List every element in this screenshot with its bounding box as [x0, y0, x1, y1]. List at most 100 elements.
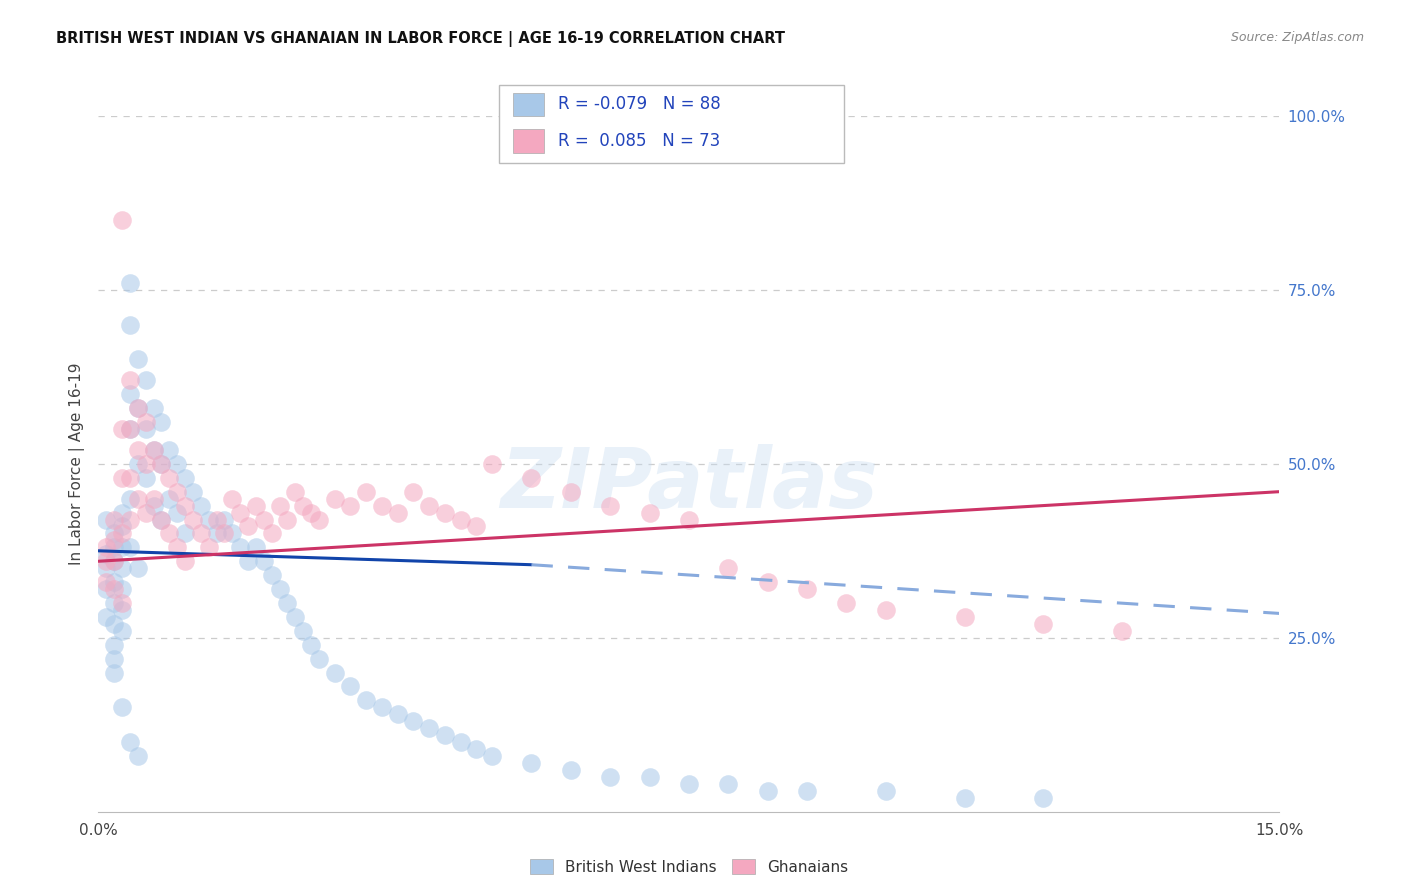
Point — [166, 506, 188, 520]
Point — [205, 512, 228, 526]
Point — [599, 499, 621, 513]
Point — [111, 624, 134, 638]
Point — [260, 568, 283, 582]
Point — [197, 512, 219, 526]
Point — [253, 554, 276, 568]
Point — [135, 471, 157, 485]
Point — [276, 512, 298, 526]
Point — [96, 554, 118, 568]
Point — [127, 561, 149, 575]
Point — [96, 582, 118, 596]
Point — [260, 526, 283, 541]
Point — [103, 554, 125, 568]
Point — [111, 541, 134, 555]
Point — [433, 506, 456, 520]
Point — [103, 638, 125, 652]
Point — [142, 401, 165, 416]
Point — [520, 471, 543, 485]
Point — [111, 561, 134, 575]
Point — [339, 680, 361, 694]
Point — [118, 541, 141, 555]
Point — [157, 471, 180, 485]
Point — [323, 491, 346, 506]
Point — [229, 541, 252, 555]
Point — [387, 707, 409, 722]
Point — [118, 373, 141, 387]
Point — [284, 484, 307, 499]
Point — [465, 519, 488, 533]
Point — [418, 499, 440, 513]
Point — [103, 575, 125, 590]
Point — [1111, 624, 1133, 638]
Point — [269, 499, 291, 513]
Point — [418, 721, 440, 735]
Point — [127, 491, 149, 506]
Point — [638, 506, 661, 520]
Text: ZIPatlas: ZIPatlas — [501, 444, 877, 525]
Point — [157, 526, 180, 541]
Point — [135, 373, 157, 387]
Point — [96, 541, 118, 555]
Point — [118, 387, 141, 401]
Point — [135, 422, 157, 436]
Legend: British West Indians, Ghanaians: British West Indians, Ghanaians — [523, 853, 855, 880]
Point — [638, 770, 661, 784]
Point — [111, 471, 134, 485]
Point — [339, 499, 361, 513]
Point — [142, 442, 165, 457]
Point — [402, 714, 425, 729]
Point — [181, 484, 204, 499]
Point — [111, 519, 134, 533]
Text: Source: ZipAtlas.com: Source: ZipAtlas.com — [1230, 31, 1364, 45]
Point — [111, 213, 134, 227]
Point — [103, 651, 125, 665]
Point — [111, 603, 134, 617]
Point — [166, 541, 188, 555]
Point — [875, 603, 897, 617]
Text: R = -0.079   N = 88: R = -0.079 N = 88 — [558, 95, 721, 113]
Point — [157, 442, 180, 457]
Point — [103, 533, 125, 548]
Point — [96, 512, 118, 526]
Point — [214, 512, 236, 526]
Point — [387, 506, 409, 520]
Point — [118, 735, 141, 749]
Point — [481, 749, 503, 764]
Text: R =  0.085   N = 73: R = 0.085 N = 73 — [558, 132, 720, 150]
Point — [96, 547, 118, 561]
Point — [174, 526, 197, 541]
Point — [284, 610, 307, 624]
Point — [190, 526, 212, 541]
Point — [197, 541, 219, 555]
Point — [245, 499, 267, 513]
Point — [127, 442, 149, 457]
Point — [103, 526, 125, 541]
Point — [103, 665, 125, 680]
Text: BRITISH WEST INDIAN VS GHANAIAN IN LABOR FORCE | AGE 16-19 CORRELATION CHART: BRITISH WEST INDIAN VS GHANAIAN IN LABOR… — [56, 31, 785, 47]
Point — [118, 422, 141, 436]
Point — [157, 491, 180, 506]
Point — [678, 777, 700, 791]
Point — [174, 471, 197, 485]
Point — [111, 526, 134, 541]
Point — [756, 784, 779, 798]
Point — [354, 484, 377, 499]
Point — [221, 491, 243, 506]
Point — [875, 784, 897, 798]
Point — [678, 512, 700, 526]
Point — [205, 526, 228, 541]
Point — [717, 561, 740, 575]
Point — [292, 624, 315, 638]
Point — [118, 276, 141, 290]
Point — [127, 749, 149, 764]
Point — [465, 742, 488, 756]
Point — [796, 784, 818, 798]
Point — [118, 318, 141, 332]
Point — [371, 499, 394, 513]
Point — [96, 575, 118, 590]
Point — [118, 422, 141, 436]
Point — [111, 700, 134, 714]
Point — [323, 665, 346, 680]
Point — [103, 512, 125, 526]
Point — [1032, 616, 1054, 631]
